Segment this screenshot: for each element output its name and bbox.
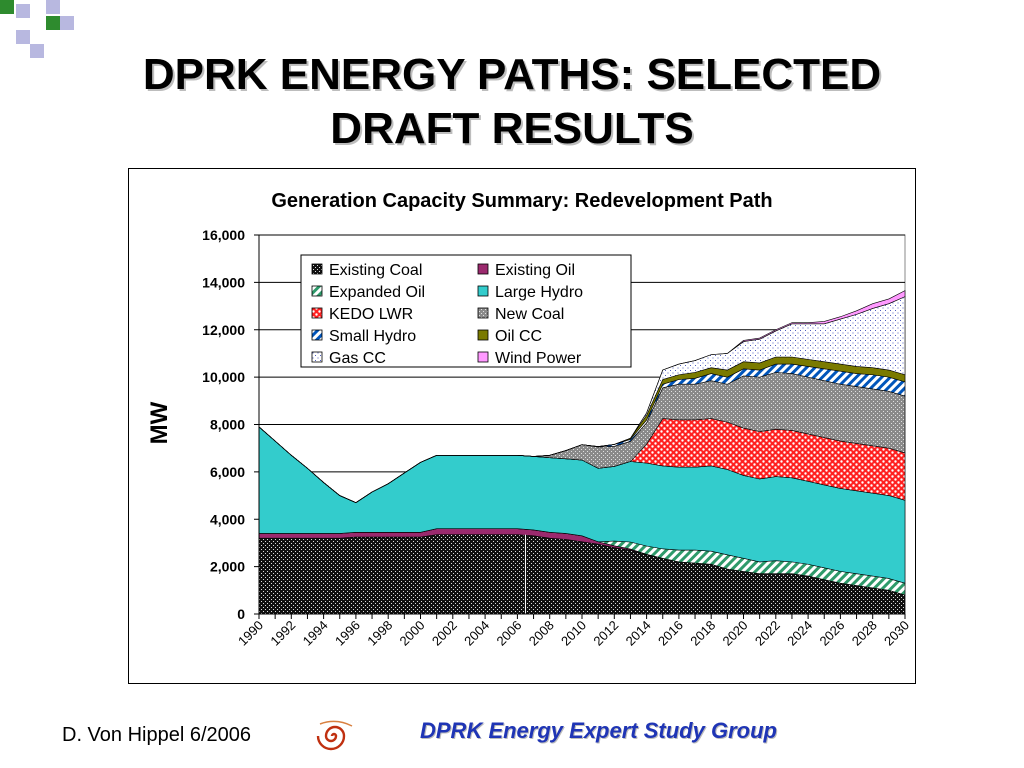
x-tick-label: 1994 <box>300 618 331 649</box>
x-tick-label: 2018 <box>687 618 718 649</box>
legend-swatch-kedo-lwr <box>311 307 323 319</box>
legend-swatch-oil-cc <box>477 329 489 341</box>
legend-label-expanded-oil: Expanded Oil <box>329 284 425 301</box>
x-tick-label: 2006 <box>493 618 524 649</box>
corner-square-green <box>46 16 60 30</box>
footer-study-group: DPRK Energy Expert Study Group <box>420 718 777 743</box>
slide-title: DPRK ENERGY PATHS: SELECTED DRAFT RESULT… <box>0 48 1024 156</box>
legend-label-gas-cc: Gas CC <box>329 350 386 367</box>
y-tick-label: 10,000 <box>202 369 245 385</box>
x-tick-label: 2004 <box>461 618 492 649</box>
y-tick-label: 4,000 <box>210 511 245 527</box>
area-wind-power <box>258 290 906 504</box>
y-tick-label: 14,000 <box>202 274 245 290</box>
legend: Existing Coal Existing Oil Expanded Oil Lar… <box>300 254 632 368</box>
slide-title-line2: DRAFT RESULTS <box>330 104 694 153</box>
legend-box <box>300 254 632 368</box>
x-tick-label: 2028 <box>849 618 880 649</box>
legend-label-kedo-lwr: KEDO LWR <box>329 306 413 323</box>
x-tick-label: 1996 <box>332 618 363 649</box>
footer-author-date: D. Von Hippel 6/2006 <box>62 724 252 746</box>
x-tick-label: 2014 <box>623 618 654 649</box>
corner-square-lavender <box>16 30 30 44</box>
corner-square-lavender <box>60 16 74 30</box>
x-tick-label: 2002 <box>429 618 460 649</box>
legend-swatch-large-hydro <box>477 285 489 297</box>
y-tick-label: 8,000 <box>210 417 245 433</box>
corner-square-lavender <box>30 44 44 58</box>
legend-label-existing-coal: Existing Coal <box>329 262 422 279</box>
stacked-areas <box>258 290 906 615</box>
x-tick-label: 2020 <box>720 618 751 649</box>
x-tick-label: 1990 <box>235 618 266 649</box>
legend-swatch-small-hydro <box>311 329 323 341</box>
legend-swatch-wind-power <box>477 351 489 363</box>
y-tick-label: 0 <box>237 606 245 622</box>
x-tick-label: 2016 <box>655 618 686 649</box>
x-tick-label: 2022 <box>752 618 783 649</box>
legend-swatch-existing-coal <box>311 263 323 275</box>
chart-frame: Generation Capacity Summary: Redevelopme… <box>128 168 916 684</box>
generation-capacity-chart: Generation Capacity Summary: Redevelopme… <box>146 190 912 649</box>
chart-title: Generation Capacity Summary: Redevelopme… <box>271 190 772 212</box>
slide-title-line1: DPRK ENERGY PATHS: SELECTED <box>142 50 882 99</box>
x-tick-label: 2010 <box>558 618 589 649</box>
y-tick-label: 2,000 <box>210 559 245 575</box>
x-tick-label: 2024 <box>784 618 815 649</box>
legend-label-new-coal: New Coal <box>495 306 564 323</box>
x-tick-label: 1998 <box>364 618 395 649</box>
legend-swatch-gas-cc <box>311 351 323 363</box>
legend-swatch-new-coal <box>477 307 489 319</box>
legend-label-wind-power: Wind Power <box>495 350 582 367</box>
legend-swatch-expanded-oil <box>311 285 323 297</box>
corner-square-lavender <box>46 0 60 14</box>
x-tick-label: 2026 <box>816 618 847 649</box>
y-tick-label: 12,000 <box>202 322 245 338</box>
legend-label-oil-cc: Oil CC <box>495 328 542 345</box>
x-tick-label: 1992 <box>267 618 298 649</box>
corner-square-green <box>0 0 14 14</box>
y-axis-label: MW <box>146 401 173 444</box>
legend-swatch-existing-oil <box>477 263 489 275</box>
legend-label-large-hydro: Large Hydro <box>495 284 583 301</box>
y-tick-label: 16,000 <box>202 227 245 243</box>
legend-label-existing-oil: Existing Oil <box>495 262 575 279</box>
x-tick-label: 2012 <box>590 618 621 649</box>
legend-label-small-hydro: Small Hydro <box>329 328 416 345</box>
corner-square-lavender <box>16 4 30 18</box>
x-tick-label: 2000 <box>397 618 428 649</box>
y-tick-label: 6,000 <box>210 464 245 480</box>
x-tick-label: 2030 <box>881 618 912 649</box>
spiral-logo-icon <box>316 720 353 751</box>
x-tick-label: 2008 <box>526 618 557 649</box>
